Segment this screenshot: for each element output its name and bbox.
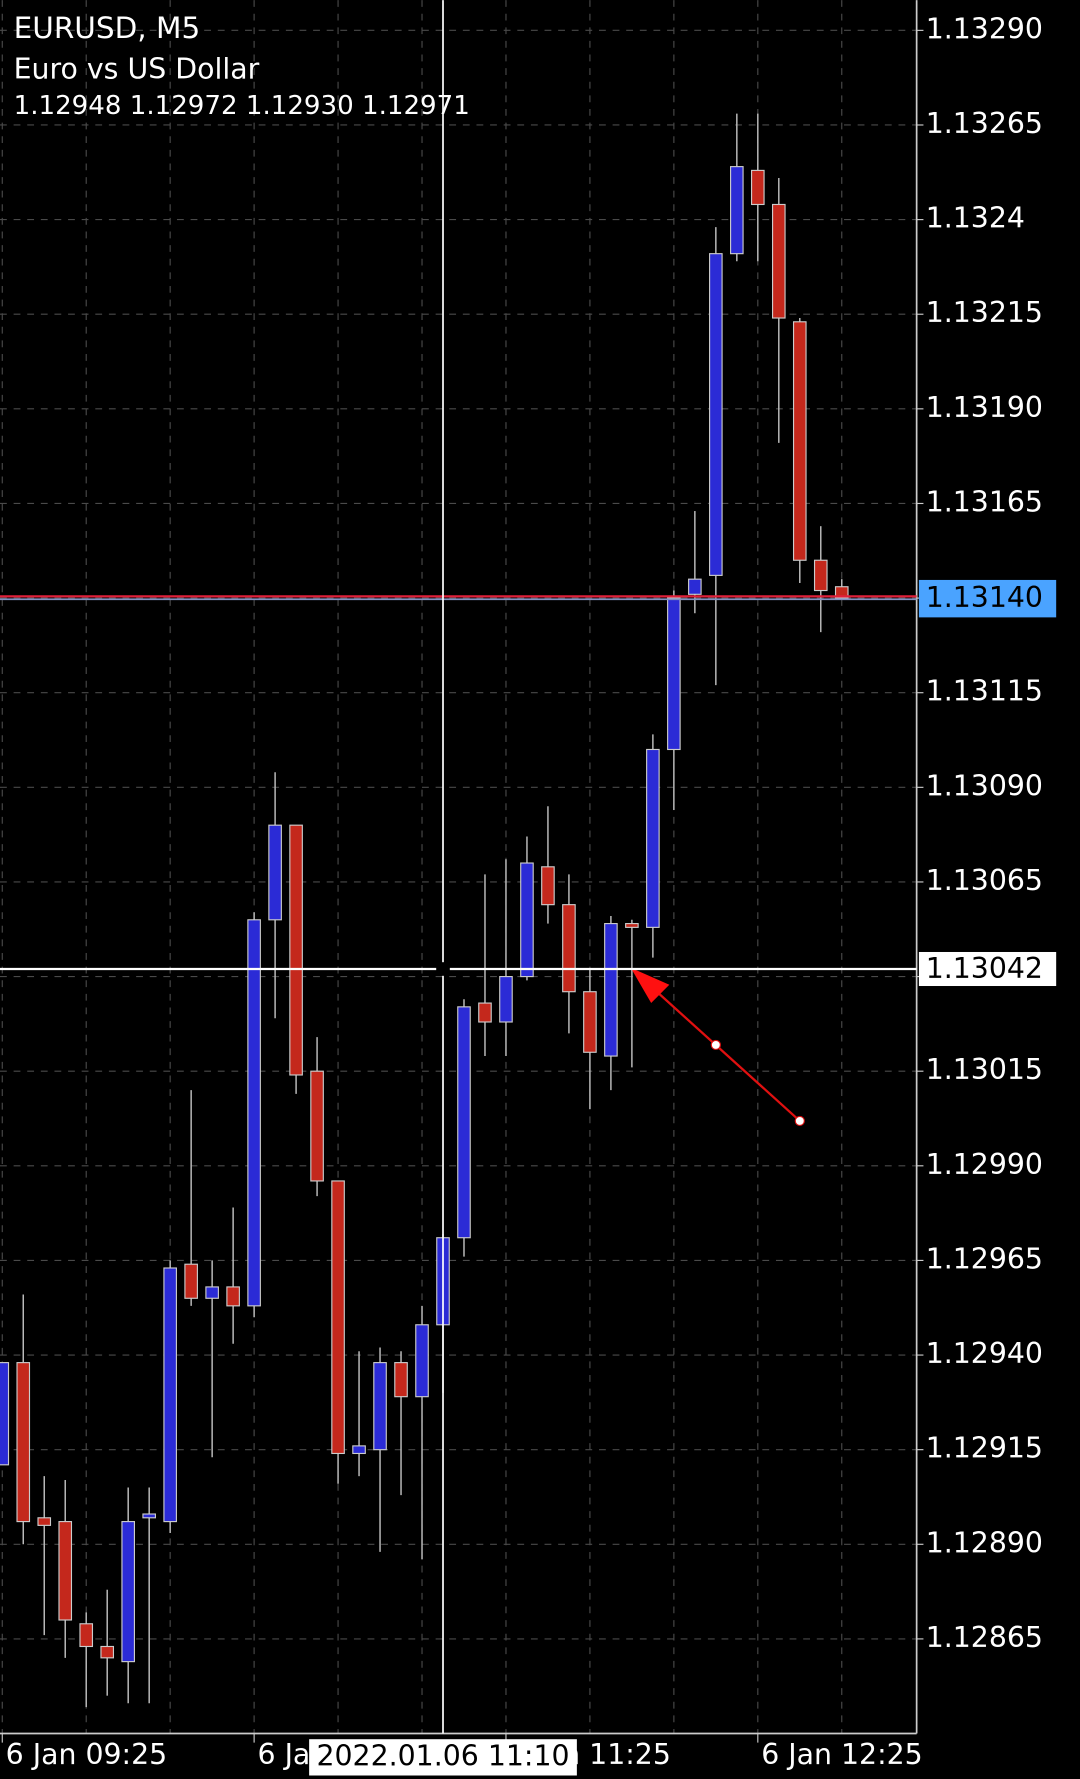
- candle-body: [0, 1362, 10, 1466]
- candle-body: [37, 1517, 52, 1526]
- overlay: [630, 967, 805, 1127]
- chart-subtitle: Euro vs US Dollar: [14, 52, 260, 85]
- crosshair-price-box: [918, 951, 1057, 987]
- candle-body: [352, 1445, 366, 1455]
- crosshair-time-box: [309, 1739, 577, 1776]
- y-tick-label: 1.13265: [926, 107, 1043, 140]
- y-tick-label: 1.13190: [926, 391, 1043, 424]
- candle-body: [16, 1362, 31, 1523]
- candle-body: [289, 824, 303, 1076]
- candle-body: [268, 824, 282, 921]
- y-tick-label: 1.12940: [926, 1337, 1043, 1370]
- candle-body: [792, 321, 807, 561]
- candle-body: [499, 976, 513, 1023]
- y-tick-label: 1.13165: [926, 485, 1043, 518]
- arrow-handle: [710, 1039, 721, 1051]
- axes: 1.13290 1.13265 1.1324 1.13215 1.13190 1.1316…: [0, 0, 1057, 1776]
- candle-body: [121, 1521, 135, 1663]
- candle-body: [709, 253, 723, 576]
- arrow-handle: [794, 1115, 805, 1127]
- candle-body: [834, 586, 849, 599]
- y-tick-label: 1.12865: [926, 1621, 1043, 1654]
- last-price-label: 1.13140: [926, 581, 1043, 614]
- candle-body: [457, 1006, 471, 1239]
- candle-body: [478, 1002, 492, 1023]
- candle-body: [583, 991, 597, 1053]
- candle-body: [771, 203, 786, 319]
- candle-body: [541, 866, 555, 906]
- x-tick-label: 6 Jan 09:25: [6, 1738, 168, 1771]
- candle-body: [79, 1623, 94, 1648]
- candle-body: [667, 597, 681, 751]
- candle-body: [520, 862, 534, 978]
- crosshair-price-label: 1.13042: [926, 952, 1043, 985]
- ohlc-text: 1.12948 1.12972 1.12930 1.12971: [14, 91, 470, 121]
- candle-body: [58, 1521, 73, 1621]
- y-tick-label: 1.13090: [926, 769, 1043, 802]
- y-tick-label: 1.12965: [926, 1242, 1043, 1275]
- candle-body: [310, 1070, 324, 1182]
- candle-body: [562, 904, 576, 993]
- candle-body: [604, 923, 618, 1057]
- y-tick-label: 1.12990: [926, 1148, 1043, 1181]
- candle-body: [247, 919, 261, 1307]
- candle-body: [730, 166, 744, 255]
- crosshair-center: [436, 962, 450, 976]
- chart-title: EURUSD, M5: [14, 11, 201, 45]
- candles: [0, 113, 849, 1708]
- candle-body: [226, 1286, 240, 1307]
- y-tick-label: 1.1324: [926, 202, 1025, 235]
- last-price-box: [918, 579, 1057, 618]
- candle-body: [646, 748, 660, 928]
- candle-body: [688, 578, 702, 595]
- candle-body: [100, 1645, 115, 1659]
- y-tick-label: 1.13115: [926, 675, 1043, 708]
- arrow-head: [630, 967, 670, 1003]
- candle-body: [415, 1324, 429, 1398]
- candle-body: [142, 1513, 156, 1519]
- candle-body: [751, 169, 765, 206]
- candle-body: [205, 1286, 219, 1299]
- candle-body: [813, 559, 828, 592]
- y-tick-label: 1.13215: [926, 296, 1043, 329]
- candle-body: [163, 1267, 177, 1523]
- y-tick-label: 1.12890: [926, 1526, 1043, 1559]
- candle-body: [184, 1263, 198, 1299]
- crosshair-time-label: 2022.01.06 11:10: [316, 1739, 569, 1772]
- candle-body: [373, 1362, 387, 1451]
- candle-body: [394, 1362, 408, 1398]
- candle-body: [625, 923, 639, 928]
- x-tick-label: 6 Jan 12:25: [761, 1738, 923, 1771]
- y-tick-label: 1.12915: [926, 1432, 1043, 1465]
- candle-body: [331, 1180, 345, 1455]
- y-tick-label: 1.13290: [926, 12, 1043, 45]
- arrow-line: [645, 981, 801, 1122]
- y-tick-label: 1.13015: [926, 1053, 1043, 1086]
- y-tick-label: 1.13065: [926, 864, 1043, 897]
